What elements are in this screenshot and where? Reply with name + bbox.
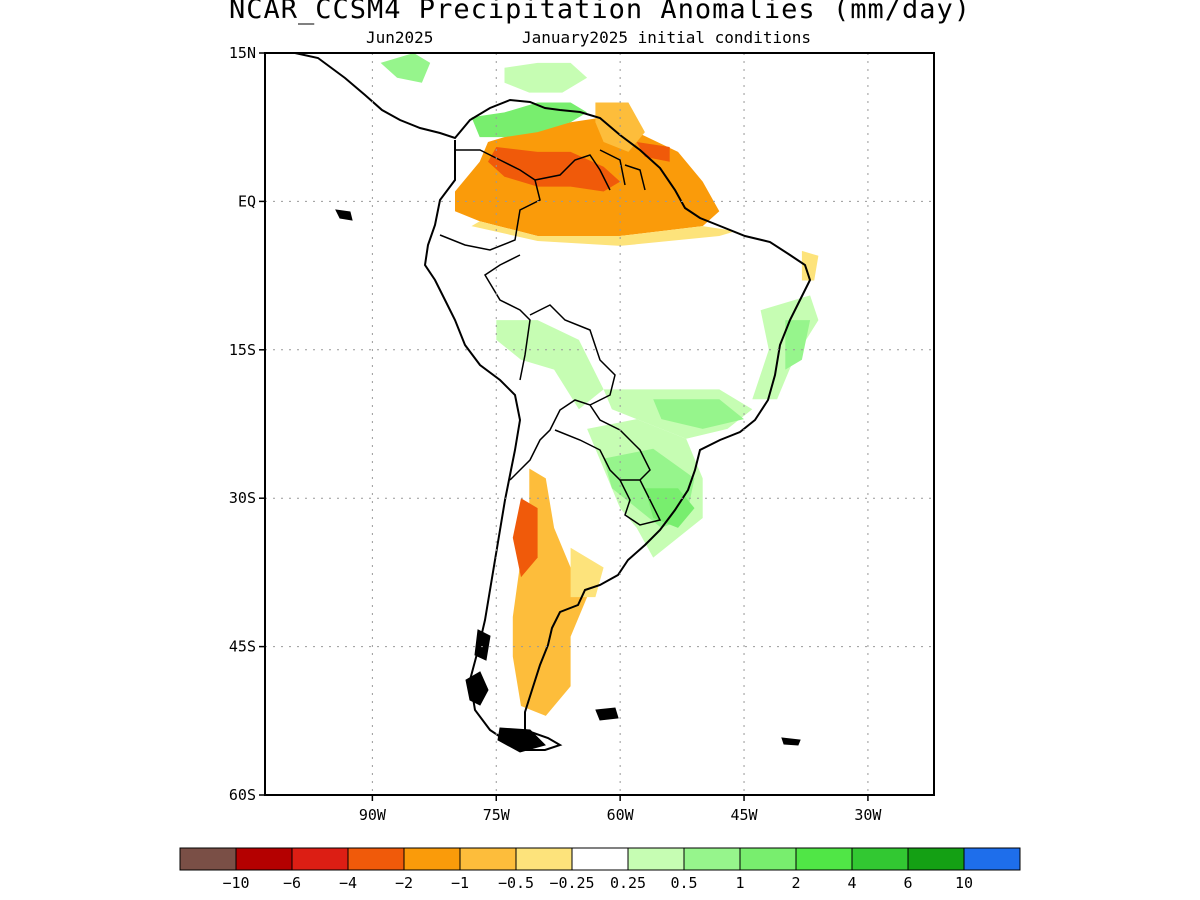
colorbar-swatch bbox=[963, 847, 1021, 871]
lon-tick-label: 45W bbox=[730, 806, 758, 824]
forecast-month: Jun2025 bbox=[366, 28, 434, 47]
initial-conditions: January2025 initial conditions bbox=[522, 28, 811, 47]
lat-tick-label: EQ bbox=[238, 192, 256, 210]
anomaly-region-6 bbox=[380, 53, 431, 83]
colorbar-label: 1 bbox=[735, 874, 744, 892]
coastline bbox=[294, 53, 812, 753]
colorbar-label: −2 bbox=[395, 874, 413, 892]
map-frame bbox=[264, 52, 935, 796]
anomaly-region-8 bbox=[496, 320, 604, 410]
colorbar-swatch bbox=[851, 847, 909, 871]
colorbar-label: 6 bbox=[903, 874, 912, 892]
anomaly-region-1 bbox=[488, 147, 621, 192]
anomaly-region-15 bbox=[785, 320, 811, 370]
colorbar-label: 0.25 bbox=[610, 874, 646, 892]
colorbar-label: −1 bbox=[451, 874, 469, 892]
anomaly-region-4 bbox=[471, 102, 588, 138]
map-title: NCAR_CCSM4 Precipitation Anomalies (mm/d… bbox=[229, 0, 971, 25]
colorbar-label: 0.5 bbox=[670, 874, 697, 892]
colorbar-swatch bbox=[347, 847, 405, 871]
colorbar-swatch bbox=[739, 847, 797, 871]
colorbar-swatch bbox=[683, 847, 741, 871]
lon-tick-label: 60W bbox=[607, 806, 635, 824]
anomaly-region-16 bbox=[801, 250, 819, 281]
colorbar-label: −6 bbox=[283, 874, 301, 892]
colorbar-swatch bbox=[291, 847, 349, 871]
colorbar-label: 10 bbox=[955, 874, 973, 892]
colorbar-swatch bbox=[627, 847, 685, 871]
colorbar-label: −4 bbox=[339, 874, 357, 892]
colorbar: −10 −6 −4 −2 −1 −0.5 −0.25 0.25 0.5 1 2 4 6 10 bbox=[179, 847, 1021, 892]
lon-tick-label: 90W bbox=[359, 806, 387, 824]
colorbar-label: 2 bbox=[791, 874, 800, 892]
lon-tick-label: 30W bbox=[854, 806, 882, 824]
lat-tick-label: 15N bbox=[229, 44, 256, 62]
colorbar-swatch bbox=[515, 847, 573, 871]
anomaly-region-2 bbox=[636, 142, 670, 162]
colorbar-swatch bbox=[235, 847, 293, 871]
south-america-coastline bbox=[294, 53, 812, 751]
colorbar-label: −0.5 bbox=[498, 874, 534, 892]
lat-tick-label: 60S bbox=[229, 786, 256, 804]
lat-tick-label: 45S bbox=[229, 638, 256, 656]
lon-tick-label: 75W bbox=[483, 806, 511, 824]
lat-tick-label: 15S bbox=[229, 341, 256, 359]
colorbar-swatch bbox=[795, 847, 853, 871]
lat-tick-label: 30S bbox=[229, 489, 256, 507]
colorbar-swatch bbox=[403, 847, 461, 871]
colorbar-label: −0.25 bbox=[549, 874, 594, 892]
anomaly-region-19 bbox=[512, 498, 538, 578]
colorbar-swatch bbox=[179, 847, 237, 871]
colorbar-label: 4 bbox=[847, 874, 856, 892]
country-borders bbox=[439, 149, 662, 526]
anomaly-region-18 bbox=[570, 547, 604, 598]
island-details bbox=[335, 209, 801, 753]
anomaly-region-7 bbox=[595, 102, 645, 152]
colorbar-swatch bbox=[907, 847, 965, 871]
colorbar-label: −10 bbox=[222, 874, 249, 892]
anomaly-region-3 bbox=[471, 221, 736, 246]
colorbar-swatch bbox=[571, 847, 629, 871]
anomaly-region-5 bbox=[504, 62, 588, 93]
colorbar-swatch bbox=[459, 847, 517, 871]
anomaly-region-10 bbox=[653, 399, 744, 429]
